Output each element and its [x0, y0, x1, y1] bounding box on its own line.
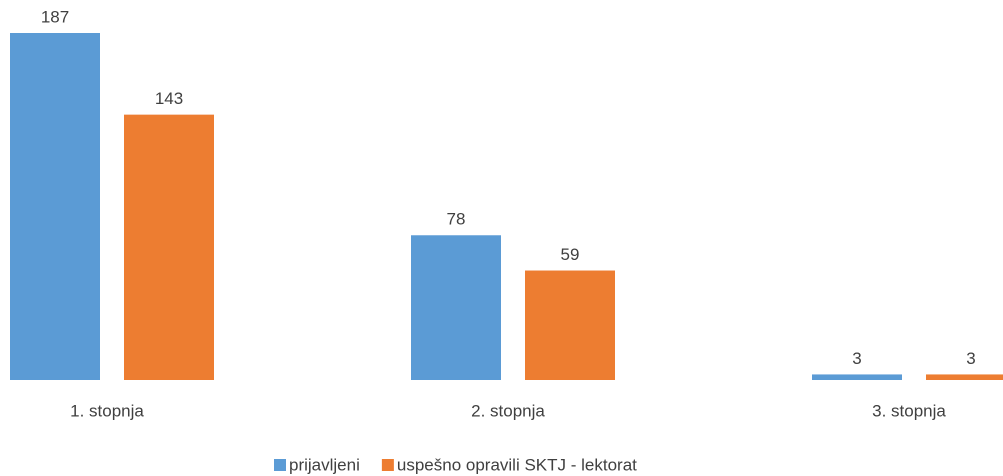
- legend-swatch: [274, 459, 286, 471]
- value-label: 187: [41, 7, 69, 26]
- bar: [124, 114, 214, 380]
- bar: [812, 374, 902, 380]
- bar: [926, 374, 1003, 380]
- bar: [525, 270, 615, 380]
- legend-label: uspešno opravili SKTJ - lektorat: [397, 455, 637, 474]
- x-tick-label: 1. stopnja: [70, 401, 144, 420]
- x-tick-label: 3. stopnja: [872, 401, 946, 420]
- x-tick-label: 2. stopnja: [471, 401, 545, 420]
- value-label: 3: [966, 349, 975, 368]
- value-label: 59: [561, 245, 580, 264]
- bar: [411, 235, 501, 380]
- bar: [10, 33, 100, 380]
- value-label: 143: [155, 89, 183, 108]
- legend-label: prijavljeni: [289, 455, 360, 474]
- legend-swatch: [381, 459, 394, 471]
- value-label: 78: [447, 210, 466, 229]
- value-label: 3: [852, 349, 861, 368]
